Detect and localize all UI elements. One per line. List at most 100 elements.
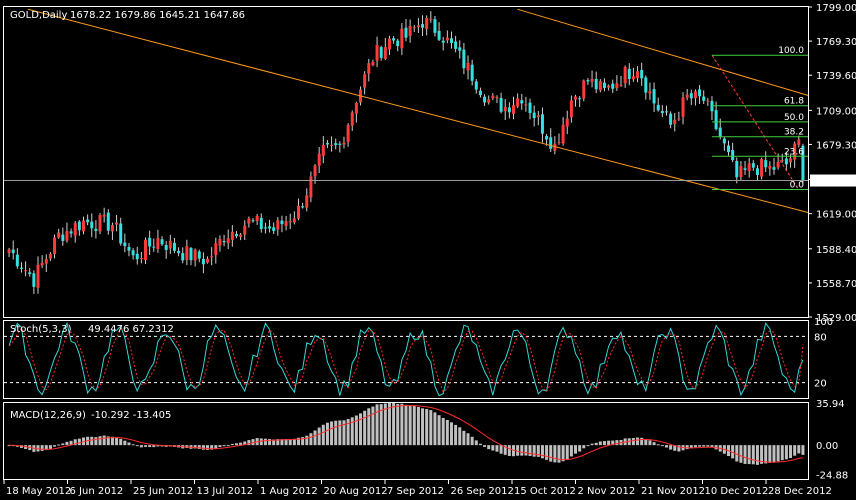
- candle-body: [354, 102, 358, 114]
- macd-histogram-bar: [503, 445, 507, 455]
- macd-histogram-bar: [354, 415, 358, 446]
- candle-body: [731, 150, 735, 161]
- candle-body: [164, 245, 168, 250]
- candle-body: [491, 95, 495, 99]
- candle-body: [263, 227, 267, 229]
- macd-histogram-bar: [421, 408, 425, 446]
- candle-body: [148, 237, 152, 247]
- candle-body: [793, 143, 797, 160]
- macd-histogram-bar: [48, 445, 52, 449]
- macd-histogram-bar: [507, 445, 511, 457]
- macd-histogram-bar: [689, 445, 693, 449]
- time-tick-label: 2 Nov 2012: [578, 486, 636, 497]
- macd-histogram-bar: [470, 436, 474, 446]
- fibo-level-label: 50.0: [784, 113, 804, 123]
- price-tick-label: 1709.00: [816, 106, 856, 117]
- macd-title: MACD(12,26,9): [10, 410, 86, 421]
- candle-body: [478, 90, 482, 96]
- macd-histogram-bar: [210, 445, 214, 450]
- time-tick-label: 6 Jun 2012: [70, 486, 124, 497]
- macd-histogram-bar: [520, 445, 524, 456]
- macd-histogram-bar: [375, 404, 379, 446]
- price-panel[interactable]: 100.0 61.8 50.0 38.2 23.6 0.0 GOLD,Daily 1678…: [3, 3, 856, 324]
- macd-histogram-bar: [594, 442, 598, 446]
- macd-histogram-bar: [598, 441, 602, 446]
- macd-histogram-bar: [400, 403, 404, 446]
- macd-histogram-bar: [462, 430, 466, 446]
- price-tick-label: 1739.60: [816, 71, 856, 82]
- candle-body: [24, 270, 28, 272]
- macd-histogram-bar: [640, 437, 644, 446]
- candle-body: [623, 67, 627, 84]
- candle-body: [512, 105, 516, 114]
- candle-body: [416, 25, 420, 28]
- candle-body: [449, 38, 453, 43]
- macd-histogram-bar: [98, 436, 102, 446]
- macd-histogram-bar: [561, 445, 565, 462]
- candle-body: [656, 104, 660, 111]
- stochastic-panel[interactable]: Stoch(5,3,3) 49.4476 67.2312 100 80 20: [3, 317, 834, 399]
- candle-body: [681, 97, 685, 117]
- macd-histogram-bar: [44, 445, 48, 451]
- candle-body: [135, 253, 139, 260]
- candle-body: [503, 106, 507, 112]
- candle-body: [172, 242, 176, 251]
- candle-body: [487, 99, 491, 103]
- stoch-lines: [4, 321, 808, 397]
- candle-body: [764, 160, 768, 168]
- macd-histogram-bar: [760, 445, 764, 464]
- candle-body: [363, 74, 367, 88]
- macd-histogram-bar: [437, 415, 441, 446]
- macd-histogram-bar: [747, 445, 751, 465]
- macd-histogram-bar: [574, 445, 578, 454]
- macd-histogram-bar: [549, 445, 553, 462]
- macd-tick-label: -24.88: [816, 470, 848, 481]
- candle-body: [32, 273, 36, 287]
- candle-body: [602, 82, 606, 88]
- candle-body: [139, 257, 143, 260]
- macd-histogram-bar: [801, 445, 805, 455]
- candle-body: [115, 222, 119, 225]
- candle-body: [780, 160, 784, 162]
- candle-body: [284, 221, 288, 226]
- macd-histogram-bar: [540, 445, 544, 459]
- candle-body: [582, 80, 586, 99]
- macd-histogram-bar: [325, 422, 329, 446]
- candle-body: [197, 251, 201, 259]
- candle-body: [611, 83, 615, 89]
- macd-histogram-bar: [565, 445, 569, 460]
- macd-histogram-bar: [656, 444, 660, 446]
- macd-histogram-bar: [387, 402, 391, 446]
- fibo-level-label: 38.2: [784, 128, 804, 138]
- candle-body: [243, 225, 247, 235]
- candle-body: [586, 80, 590, 82]
- candle-body: [342, 142, 346, 145]
- candle-body: [594, 78, 598, 90]
- macd-histogram-bar: [528, 445, 532, 457]
- stoch-tick-label: 100: [814, 317, 833, 328]
- candle-body: [392, 38, 396, 41]
- candle-body: [144, 239, 148, 260]
- candle-body: [387, 38, 391, 50]
- macd-histogram-bar: [631, 438, 635, 446]
- candle-body: [433, 19, 437, 33]
- macd-histogram-bar: [474, 440, 478, 446]
- macd-histogram-bar: [330, 421, 334, 446]
- macd-histogram-bar: [615, 440, 619, 446]
- candle-body: [429, 18, 433, 20]
- candle-body: [185, 246, 189, 261]
- candle-body: [119, 223, 123, 244]
- candle-body: [421, 24, 425, 28]
- candle-body: [437, 30, 441, 40]
- candle-body: [528, 102, 532, 113]
- macd-histogram-bar: [127, 442, 131, 446]
- macd-histogram-bar: [706, 445, 710, 447]
- candle-body: [524, 104, 528, 106]
- macd-histogram-bar: [305, 435, 309, 446]
- macd-histogram-bar: [751, 445, 755, 465]
- candle-body: [19, 267, 23, 269]
- macd-histogram-bar: [65, 441, 69, 446]
- macd-panel[interactable]: MACD(12,26,9) -10.292 -13.405 35.94 0.00 -…: [3, 399, 849, 481]
- candle-body: [772, 167, 776, 170]
